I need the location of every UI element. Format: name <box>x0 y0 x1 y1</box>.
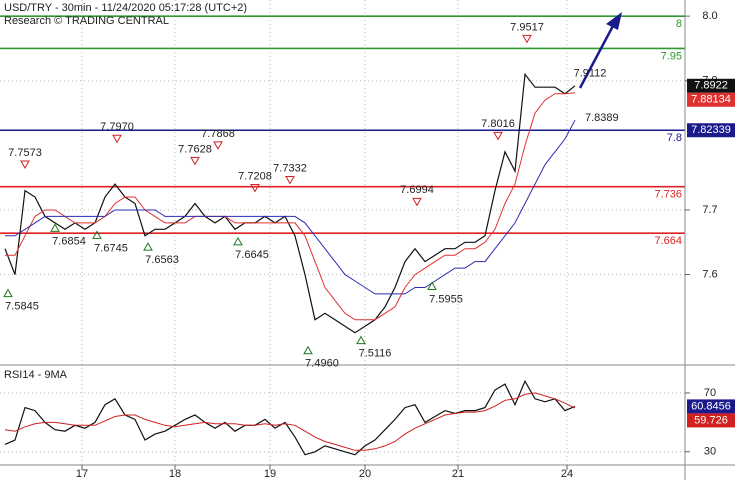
y-tick-label: 8.0 <box>702 10 717 22</box>
low-marker <box>50 223 60 232</box>
high-marker <box>112 134 122 144</box>
low-marker <box>3 288 13 298</box>
y-tick-label: 7.7 <box>702 204 717 216</box>
value-box <box>687 123 735 138</box>
level-label: 7.8 <box>667 132 682 144</box>
series-line <box>5 119 576 295</box>
level-label: 7.736 <box>654 189 682 201</box>
chart-subtitle: Research © TRADING CENTRAL <box>4 15 169 27</box>
series-line <box>4 379 576 456</box>
high-label: 7.6994 <box>400 184 434 196</box>
value-box-label: 59.726 <box>694 414 728 426</box>
high-label: 7.7573 <box>8 147 42 159</box>
high-marker <box>213 141 223 150</box>
low-marker <box>303 345 313 355</box>
x-tick-label: 19 <box>264 468 276 480</box>
arrow-head <box>606 12 622 30</box>
value-box-label: 7.82339 <box>691 124 731 136</box>
low-label: 7.6854 <box>52 235 86 247</box>
value-box <box>687 413 735 428</box>
x-tick-label: 17 <box>76 468 88 480</box>
series-line <box>4 392 576 451</box>
rsi-title: RSI14 - 9MA <box>4 369 68 381</box>
ma-label: 7.8389 <box>585 112 619 124</box>
high-label: 7.7970 <box>100 121 134 133</box>
high-label: 7.7628 <box>178 143 212 155</box>
value-box-label: 60.8456 <box>691 400 731 412</box>
level-label: 7.664 <box>654 235 682 247</box>
high-label: 7.7208 <box>238 170 272 182</box>
high-marker <box>412 197 422 207</box>
price-label: 7.9112 <box>574 67 607 79</box>
high-marker <box>250 184 260 193</box>
chart-title: USD/TRY - 30min - 11/24/2020 05:17:28 (U… <box>4 2 247 14</box>
value-box-label: 7.88134 <box>691 94 731 106</box>
y-tick-label: 7.6 <box>702 268 717 280</box>
value-box <box>687 399 735 414</box>
high-label: 7.7332 <box>273 162 307 174</box>
high-label: 7.8016 <box>481 118 515 130</box>
low-label: 7.5116 <box>359 348 392 360</box>
low-label: 7.5955 <box>429 293 463 305</box>
projection-arrow <box>578 23 616 89</box>
high-marker <box>522 34 532 44</box>
level-label: 7.95 <box>661 50 682 62</box>
low-marker <box>356 335 366 345</box>
low-label: 7.6645 <box>235 249 269 261</box>
high-marker <box>285 176 295 185</box>
x-tick-label: 24 <box>561 468 573 480</box>
low-marker <box>427 281 437 290</box>
y-tick-label: 70 <box>704 387 716 399</box>
plot-layer <box>0 15 685 456</box>
x-tick-label: 21 <box>452 468 464 480</box>
high-marker <box>20 160 30 169</box>
x-tick-label: 18 <box>169 468 181 480</box>
low-label: 7.4960 <box>305 358 339 370</box>
series-line <box>5 92 576 321</box>
high-label: 7.7868 <box>201 128 235 140</box>
high-marker <box>190 156 200 166</box>
high-marker <box>493 131 503 141</box>
value-box <box>687 78 735 93</box>
level-label: 8 <box>676 18 682 30</box>
low-label: 7.6563 <box>145 254 179 266</box>
value-box <box>687 92 735 107</box>
x-tick-label: 20 <box>359 468 371 480</box>
low-marker <box>92 230 102 239</box>
low-label: 7.6745 <box>94 242 128 254</box>
value-box-label: 7.8922 <box>694 80 728 92</box>
y-tick-label: 30 <box>704 446 716 458</box>
high-label: 7.9517 <box>510 21 544 33</box>
low-marker <box>233 236 243 246</box>
low-label: 7.5845 <box>5 300 39 312</box>
low-marker <box>143 242 153 251</box>
series-line <box>4 72 576 334</box>
